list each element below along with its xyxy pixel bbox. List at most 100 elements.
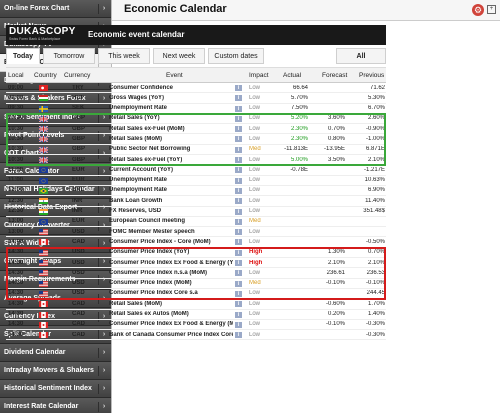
table-row[interactable]: 14:30 USD Consumer Price Index (YoY) i High 1… [6, 248, 386, 259]
table-row[interactable]: 14:30 USD Consumer Price Index Ex Food & E… [6, 258, 386, 269]
info-icon[interactable]: i [235, 321, 242, 328]
table-row[interactable]: 12:00 BRL Unemployment Rate i Low 6.90% [6, 186, 386, 197]
event-cell[interactable]: FOMC Member Mester speech [109, 228, 195, 235]
info-icon[interactable]: i [235, 290, 242, 297]
event-cell[interactable]: Retail Sales ex-Fuel (MoM) [109, 125, 185, 132]
chevron-right-icon[interactable]: › [98, 329, 108, 340]
info-icon[interactable]: i [235, 105, 242, 112]
table-row[interactable]: 14:30 CAD Retail Sales ex Autos (MoM) i Low 0… [6, 310, 386, 320]
sidebar-item[interactable]: On-line Forex Chart › [0, 0, 111, 19]
tab-tomorrow[interactable]: Tomorrow [43, 48, 95, 64]
table-row[interactable]: 14:30 CAD Bank of Canada Consumer Price In… [6, 330, 386, 341]
chevron-right-icon[interactable]: › [98, 257, 108, 268]
info-icon[interactable]: i [235, 177, 242, 184]
column-header[interactable]: Actual [283, 72, 302, 79]
event-cell[interactable]: Unemployment Rate [109, 187, 168, 194]
info-icon[interactable]: i [235, 229, 242, 236]
table-row[interactable]: 12:30 INR FX Reserves, USD i Low 351.48$ [6, 207, 386, 217]
info-icon[interactable]: i [235, 208, 242, 215]
info-icon[interactable]: i [235, 249, 242, 256]
table-row[interactable]: 10:30 GBP Retail Sales (MoM) i Low 2.30% 0.80%… [6, 134, 386, 145]
table-row[interactable]: 14:30 CAD Consumer Price Index Ex Food & E… [6, 320, 386, 331]
event-cell[interactable]: Unemployment Rate [109, 105, 168, 112]
sidebar-item[interactable]: Intraday Movers & Shakers › [0, 361, 111, 380]
event-cell[interactable]: Retail Sales (MoM) [109, 300, 163, 307]
info-icon[interactable]: i [235, 146, 242, 153]
column-header[interactable]: Event [166, 72, 183, 79]
tab-this-week[interactable]: This week [98, 48, 150, 64]
tab-all[interactable]: All [336, 48, 386, 64]
info-icon[interactable]: i [235, 126, 242, 133]
chevron-right-icon[interactable]: › [98, 130, 108, 141]
event-cell[interactable]: Current Account (YoY) [109, 166, 173, 173]
table-row[interactable]: 11:00 EUR Current Account (YoY) i Low -0.78E -… [6, 165, 386, 176]
tab-custom-dates[interactable]: Custom dates [208, 48, 264, 64]
chevron-right-icon[interactable]: › [98, 239, 108, 250]
event-cell[interactable]: Consumer Price Index n.s.a (MoM) [109, 269, 208, 276]
chevron-right-icon[interactable]: › [98, 148, 108, 159]
info-icon[interactable]: i [235, 187, 242, 194]
event-cell[interactable]: Consumer Confidence [109, 84, 174, 91]
column-header[interactable]: Impact [249, 72, 269, 79]
chevron-right-icon[interactable]: › [98, 166, 108, 177]
event-cell[interactable]: Unemployment Rate [109, 177, 168, 184]
table-row[interactable]: 14:30 USD Consumer Price Index (MoM) i Med -0… [6, 279, 386, 289]
table-row[interactable]: 11:00 EUR Unemployment Rate i Low 10.63% [6, 176, 386, 186]
column-header[interactable]: Local [8, 72, 24, 79]
info-icon[interactable]: i [235, 260, 242, 267]
event-cell[interactable]: Retail Sales ex-Fuel (YoY) [109, 156, 183, 163]
chevron-right-icon[interactable]: › [98, 221, 108, 232]
table-row[interactable]: 09:30 SEK Unemployment Rate i Low 7.50% 6.70% [6, 104, 386, 114]
event-cell[interactable]: Consumer Price Index Core s.a [109, 290, 198, 297]
info-icon[interactable]: i [235, 311, 242, 318]
table-row[interactable]: 14:30 USD Consumer Price Index Core s.a i Lo… [6, 289, 386, 300]
table-row[interactable]: 10:30 GBP Public Sector Net Borrowing i Med -… [6, 145, 386, 156]
event-cell[interactable]: Bank of Canada Consumer Price Index Core… [109, 331, 233, 338]
event-cell[interactable]: Consumer Price Index Ex Food & Energy (Y… [109, 259, 233, 266]
table-row[interactable]: 09:00 TRY Consumer Confidence i Low 66.64 71.6… [6, 83, 386, 94]
table-row[interactable]: 14:30 USD Consumer Price Index n.s.a (MoM)… [6, 268, 386, 279]
table-row[interactable]: 10:30 GBP Retail Sales ex-Fuel (YoY) i Low 5.… [6, 155, 386, 166]
event-cell[interactable]: Bank Loan Growth [109, 197, 163, 204]
chevron-right-icon[interactable]: › [98, 311, 108, 322]
event-cell[interactable]: Retail Sales (YoY) [109, 115, 160, 122]
chevron-right-icon[interactable]: › [98, 365, 108, 376]
table-row[interactable]: 10:30 GBP Retail Sales (YoY) i Low 5.20% 3.60%… [6, 114, 386, 125]
column-header[interactable]: Currency [64, 72, 91, 79]
chevron-right-icon[interactable]: › [98, 383, 108, 394]
tab-today[interactable]: Today [6, 48, 40, 64]
column-header[interactable]: Forecast [322, 72, 348, 79]
info-icon[interactable]: i [235, 270, 242, 277]
event-cell[interactable]: FX Reserves, USD [109, 208, 162, 215]
info-icon[interactable]: i [235, 239, 242, 246]
event-cell[interactable]: European Council meeting [109, 218, 186, 225]
event-cell[interactable]: Consumer Price Index - Core (MoM) [109, 238, 211, 245]
sidebar-item[interactable]: COT Charts › [0, 144, 111, 163]
column-header[interactable]: Country [34, 72, 57, 79]
info-icon[interactable]: i [235, 301, 242, 308]
chevron-right-icon[interactable]: › [98, 184, 108, 195]
table-row[interactable]: 14:30 CAD Retail Sales (MoM) i Low -0.60% 1.70… [6, 299, 386, 310]
info-icon[interactable]: i [235, 332, 242, 339]
sidebar-item[interactable]: Forex Calculator › [0, 162, 111, 181]
chevron-right-icon[interactable]: › [98, 275, 108, 286]
info-icon[interactable]: i [235, 85, 242, 91]
sidebar-item[interactable]: Dividend Calendar › [0, 343, 111, 362]
info-icon[interactable]: i [235, 280, 242, 287]
gear-icon[interactable]: ⚙ [472, 4, 484, 16]
chevron-right-icon[interactable]: › [98, 94, 108, 105]
sidebar-item[interactable]: Interest Rate Calendar › [0, 398, 111, 413]
event-cell[interactable]: Gross Wages (YoY) [109, 94, 165, 101]
info-icon[interactable]: i [235, 198, 242, 205]
column-header[interactable]: Previous [359, 72, 385, 79]
info-icon[interactable]: i [235, 95, 242, 102]
chevron-right-icon[interactable]: › [98, 112, 108, 123]
table-row[interactable]: 13:00 EUR European Council meeting i Med [6, 217, 386, 228]
chevron-right-icon[interactable]: › [98, 347, 108, 358]
info-icon[interactable]: i [235, 167, 242, 174]
sidebar-item[interactable]: Margin Requirements › [0, 271, 111, 290]
sidebar-item[interactable]: Split Calendar › [0, 325, 111, 344]
tab-next-week[interactable]: Next week [153, 48, 205, 64]
sidebar-item[interactable]: Historical Sentiment Index › [0, 379, 111, 399]
expand-icon[interactable]: + [487, 5, 496, 14]
